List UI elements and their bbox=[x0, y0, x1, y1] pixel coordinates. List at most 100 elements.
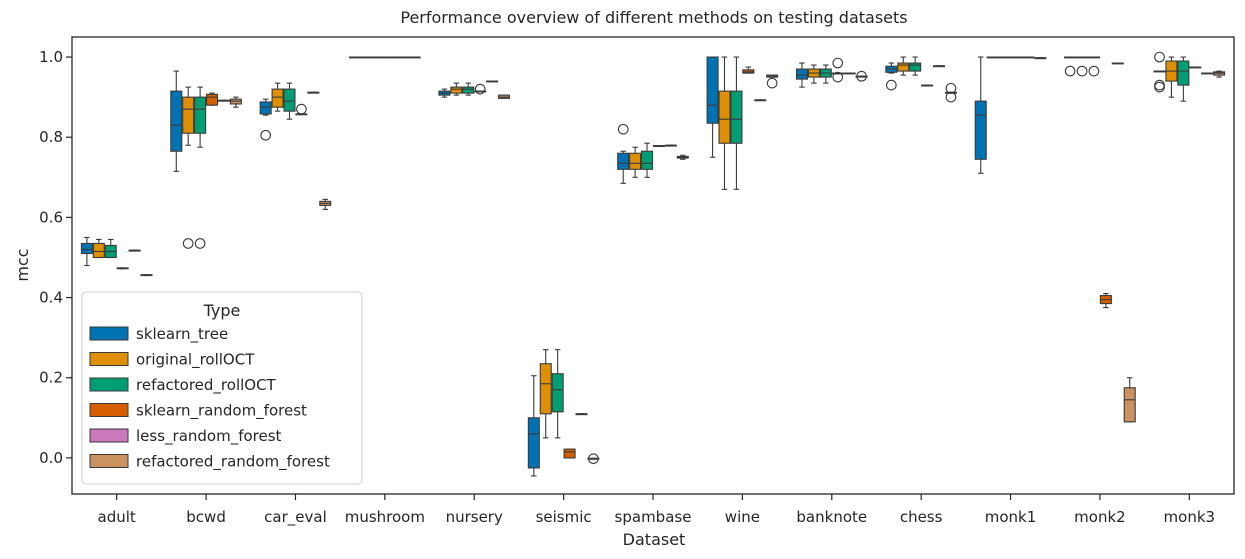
box-group bbox=[819, 64, 832, 84]
box-group bbox=[652, 145, 665, 147]
legend-swatch bbox=[89, 428, 129, 443]
legend-frame bbox=[81, 291, 363, 485]
box-group bbox=[1111, 62, 1124, 65]
box-group bbox=[396, 56, 409, 59]
outlier-point bbox=[856, 70, 867, 82]
box-group bbox=[843, 72, 856, 75]
box-group bbox=[140, 274, 153, 277]
x-tick-label: monk2 bbox=[1074, 508, 1126, 526]
box-group bbox=[617, 123, 630, 184]
box-group bbox=[998, 56, 1011, 59]
y-axis-label: mcc bbox=[13, 248, 32, 281]
box-group bbox=[104, 238, 117, 259]
box-group bbox=[944, 82, 957, 103]
box-group bbox=[1034, 57, 1047, 60]
box-group bbox=[730, 56, 743, 190]
box-group bbox=[1010, 56, 1023, 59]
box-group bbox=[360, 56, 374, 59]
box-group bbox=[116, 267, 129, 270]
box-group bbox=[831, 57, 844, 83]
box bbox=[92, 242, 105, 259]
x-axis-label: Dataset bbox=[623, 530, 686, 549]
x-tick-label: adult bbox=[98, 508, 136, 526]
box-group bbox=[1099, 293, 1112, 309]
box bbox=[182, 96, 195, 134]
box-group bbox=[1153, 51, 1166, 93]
box-group bbox=[587, 453, 600, 465]
box-group bbox=[855, 70, 868, 82]
x-tick-label: monk1 bbox=[985, 508, 1037, 526]
legend-swatch bbox=[89, 352, 129, 366]
box bbox=[641, 150, 654, 170]
y-tick-label: 0.6 bbox=[39, 208, 63, 226]
box-group bbox=[909, 56, 922, 76]
box-group bbox=[986, 56, 999, 59]
box-group bbox=[295, 103, 308, 116]
outlier-point bbox=[1064, 65, 1076, 77]
box bbox=[170, 90, 183, 152]
outlier-point bbox=[832, 71, 844, 83]
boxplot-layer bbox=[80, 51, 1226, 477]
box bbox=[80, 242, 93, 255]
box-group bbox=[217, 99, 230, 102]
box bbox=[194, 96, 207, 134]
box-group bbox=[271, 82, 284, 112]
box-group bbox=[1076, 56, 1089, 77]
legend-item: original_rollOCT bbox=[89, 351, 255, 370]
y-tick-label: 0.2 bbox=[39, 369, 63, 387]
box-group bbox=[1213, 70, 1226, 78]
legend-title: Type bbox=[203, 301, 241, 320]
box-group bbox=[194, 86, 207, 249]
box-group bbox=[664, 144, 677, 147]
box-group bbox=[1189, 66, 1202, 69]
legend-swatch bbox=[89, 403, 129, 417]
y-tick-label: 0.8 bbox=[39, 128, 63, 146]
box-group bbox=[80, 236, 93, 267]
legend-swatch bbox=[89, 326, 129, 341]
box-group bbox=[307, 91, 320, 94]
legend-label: refactored_rollOCT bbox=[136, 376, 277, 395]
outlier-point bbox=[1088, 65, 1100, 77]
box bbox=[730, 90, 743, 144]
box-group bbox=[128, 249, 141, 252]
box bbox=[539, 363, 552, 415]
box bbox=[563, 448, 576, 459]
box-group bbox=[259, 98, 272, 141]
box-group bbox=[497, 94, 511, 99]
legend-item: sklearn_tree bbox=[89, 325, 228, 344]
outlier-point bbox=[1076, 65, 1088, 77]
outlier-point bbox=[296, 103, 307, 115]
box-group bbox=[486, 80, 499, 83]
box-group bbox=[575, 413, 588, 416]
box-group bbox=[921, 84, 934, 87]
legend-label: refactored_random_forest bbox=[136, 453, 330, 472]
x-tick-label: seismic bbox=[536, 508, 592, 526]
box-group bbox=[182, 86, 195, 249]
box-group bbox=[206, 92, 219, 106]
box bbox=[706, 56, 719, 124]
y-tick-label: 0.4 bbox=[39, 289, 63, 307]
x-tick-label: car_eval bbox=[264, 508, 327, 527]
box-group bbox=[897, 56, 910, 76]
box-group bbox=[450, 82, 463, 96]
legend-swatch bbox=[89, 454, 129, 468]
box-group bbox=[474, 83, 487, 95]
box-group bbox=[229, 96, 242, 108]
outlier-point bbox=[182, 238, 194, 249]
legend-swatch bbox=[89, 377, 129, 392]
box bbox=[718, 90, 731, 144]
box-group bbox=[754, 99, 767, 102]
box-group bbox=[742, 66, 755, 74]
legend-item: refactored_rollOCT bbox=[89, 376, 277, 395]
x-tick-label: spambase bbox=[615, 508, 692, 526]
x-tick-label: mushroom bbox=[345, 508, 425, 526]
box-group bbox=[1087, 56, 1100, 77]
legend-item: refactored_random_forest bbox=[89, 453, 330, 472]
box-group bbox=[170, 70, 183, 172]
box bbox=[974, 100, 987, 160]
outlier-point bbox=[474, 83, 486, 95]
x-axis: adult bcwd car_eval mushroom nursery seismic s… bbox=[98, 494, 1215, 527]
box bbox=[527, 417, 540, 469]
outlier-point bbox=[886, 79, 897, 91]
legend-item: sklearn_random_forest bbox=[89, 402, 307, 421]
